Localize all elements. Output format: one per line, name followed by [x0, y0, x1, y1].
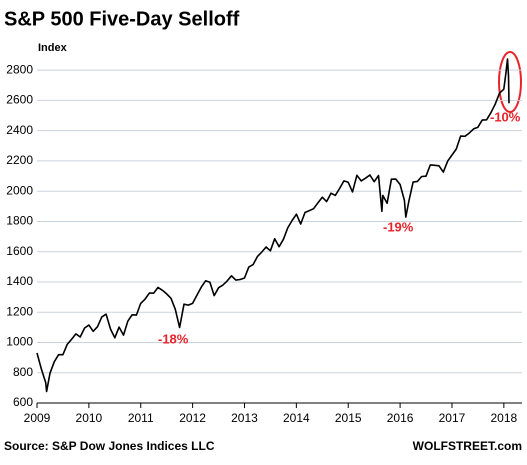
y-tick-label: 2600	[6, 93, 33, 107]
y-tick-label: 2200	[6, 153, 33, 167]
x-tick-label: 2014	[283, 411, 310, 425]
annotation: -19%	[383, 219, 414, 234]
chart-title: S&P 500 Five-Day Selloff	[4, 8, 240, 30]
x-tick-label: 2009	[24, 411, 51, 425]
credit: WOLFSTREET.com	[413, 439, 522, 453]
line	[36, 58, 510, 393]
y-tick-label: 1800	[6, 214, 33, 228]
y-tick-label: 1200	[6, 304, 33, 318]
x-tick-label: 2013	[231, 411, 258, 425]
y-axis-label: Index	[38, 42, 68, 54]
y-tick-label: 600	[13, 395, 33, 409]
x-tick-label: 2018	[490, 411, 517, 425]
x-tick-label: 2012	[179, 411, 206, 425]
y-tick-label: 800	[13, 365, 33, 379]
y-tick-label: 2000	[6, 183, 33, 197]
x-tick-label: 2015	[335, 411, 362, 425]
x-tick-label: 2017	[439, 411, 466, 425]
x-tick-label: 2010	[76, 411, 103, 425]
y-tick-label: 2800	[6, 62, 33, 76]
y-tick-label: 1000	[6, 335, 33, 349]
annotation: -10%	[490, 109, 521, 124]
annotation: -18%	[158, 331, 189, 346]
source: Source: S&P Dow Jones Indices LLC	[4, 439, 215, 453]
y-tick-label: 1400	[6, 274, 33, 288]
x-tick-label: 2011	[128, 411, 154, 425]
y-tick-label: 2400	[6, 123, 33, 137]
y-tick-label: 1600	[6, 244, 33, 258]
highlight-ellipse	[498, 51, 522, 113]
x-tick-label: 2016	[387, 411, 414, 425]
